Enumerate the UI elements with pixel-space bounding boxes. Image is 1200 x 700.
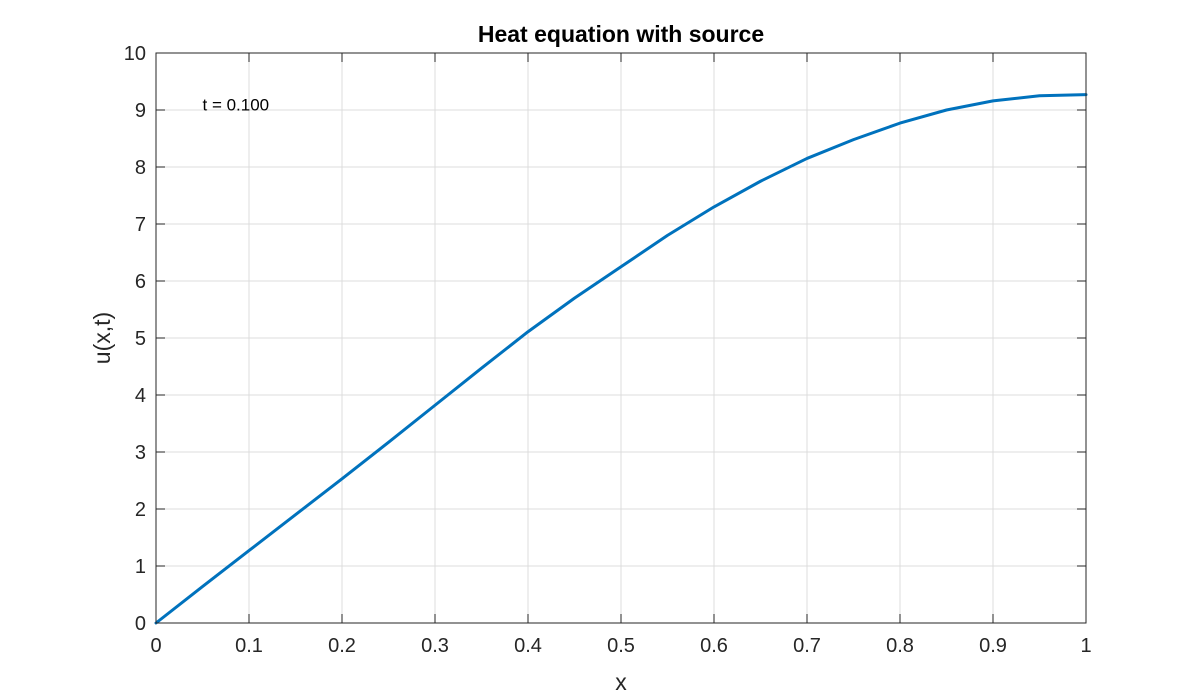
series-line [154,93,1088,625]
chart-title: Heat equation with source [478,21,764,47]
x-tick-label: 0.4 [514,635,542,657]
y-tick-label: 5 [135,328,146,350]
x-tick-label: 0.6 [700,635,728,657]
y-tick-label: 8 [135,157,146,179]
y-tick-label: 9 [135,100,146,122]
x-tick-label: 1 [1080,635,1091,657]
y-tick-label: 3 [135,442,146,464]
series-layer [154,93,1088,625]
y-tick-label: 2 [135,499,146,521]
time-annotation: t = 0.100 [203,95,270,114]
x-tick-label: 0.2 [328,635,356,657]
x-tick-label: 0.1 [235,635,263,657]
y-tick-label: 0 [135,613,146,635]
x-tick-label: 0.7 [793,635,821,657]
tick-label-layer: 0 0.1 0.2 0.3 0.4 0.5 0.6 0.7 0.8 0.9 101234567891… [124,43,1092,657]
x-tick-label: 0.5 [607,635,635,657]
y-tick-label: 10 [124,43,146,65]
y-axis-label: u(x,t) [89,312,115,364]
y-tick-label: 6 [135,271,146,293]
y-tick-label: 4 [135,385,146,407]
grid-layer [156,53,1086,623]
x-tick-label: 0.8 [886,635,914,657]
x-tick-label: 0 [150,635,161,657]
y-tick-label: 7 [135,214,146,236]
y-tick-label: 1 [135,556,146,578]
x-tick-label: 0.3 [421,635,449,657]
tick-layer [155,52,1087,624]
x-axis-label: x [615,669,627,695]
x-tick-label: 0.9 [979,635,1007,657]
